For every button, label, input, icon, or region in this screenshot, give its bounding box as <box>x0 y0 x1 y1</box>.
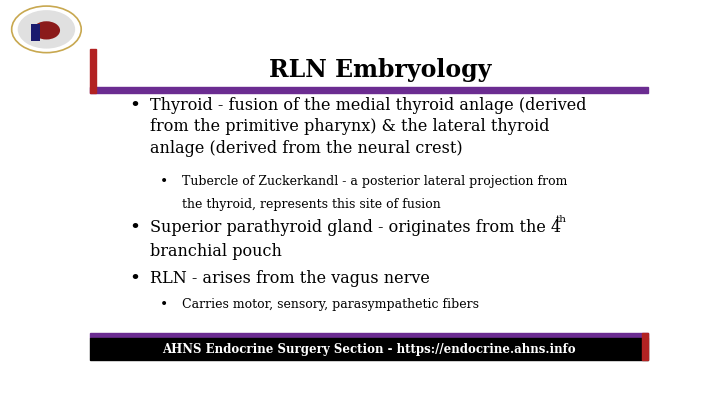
Circle shape <box>33 21 60 40</box>
Circle shape <box>18 10 75 49</box>
Text: •: • <box>129 270 140 288</box>
Text: •: • <box>129 97 140 115</box>
Bar <box>32 24 40 40</box>
Bar <box>90 49 96 93</box>
Text: •: • <box>129 219 140 237</box>
Bar <box>90 338 648 360</box>
Text: •: • <box>160 175 168 189</box>
Text: th: th <box>555 215 567 224</box>
Bar <box>90 333 648 338</box>
Text: AHNS Endocrine Surgery Section - https://endocrine.ahns.info: AHNS Endocrine Surgery Section - https:/… <box>162 343 576 356</box>
Bar <box>642 333 648 360</box>
Text: Carries motor, sensory, parasympathetic fibers: Carries motor, sensory, parasympathetic … <box>182 298 479 311</box>
Text: Superior parathyroid gland - originates from the 4: Superior parathyroid gland - originates … <box>150 219 562 236</box>
Bar <box>90 87 648 93</box>
Text: RLN - arises from the vagus nerve: RLN - arises from the vagus nerve <box>150 270 430 287</box>
Text: RLN Embryology: RLN Embryology <box>269 58 491 83</box>
Text: branchial pouch: branchial pouch <box>150 243 282 260</box>
Text: the thyroid, represents this site of fusion: the thyroid, represents this site of fus… <box>182 198 441 211</box>
Text: Thyroid - fusion of the medial thyroid anlage (derived
from the primitive pharyn: Thyroid - fusion of the medial thyroid a… <box>150 97 587 157</box>
Text: •: • <box>160 298 168 312</box>
Text: Tubercle of Zuckerkandl - a posterior lateral projection from: Tubercle of Zuckerkandl - a posterior la… <box>182 175 567 188</box>
